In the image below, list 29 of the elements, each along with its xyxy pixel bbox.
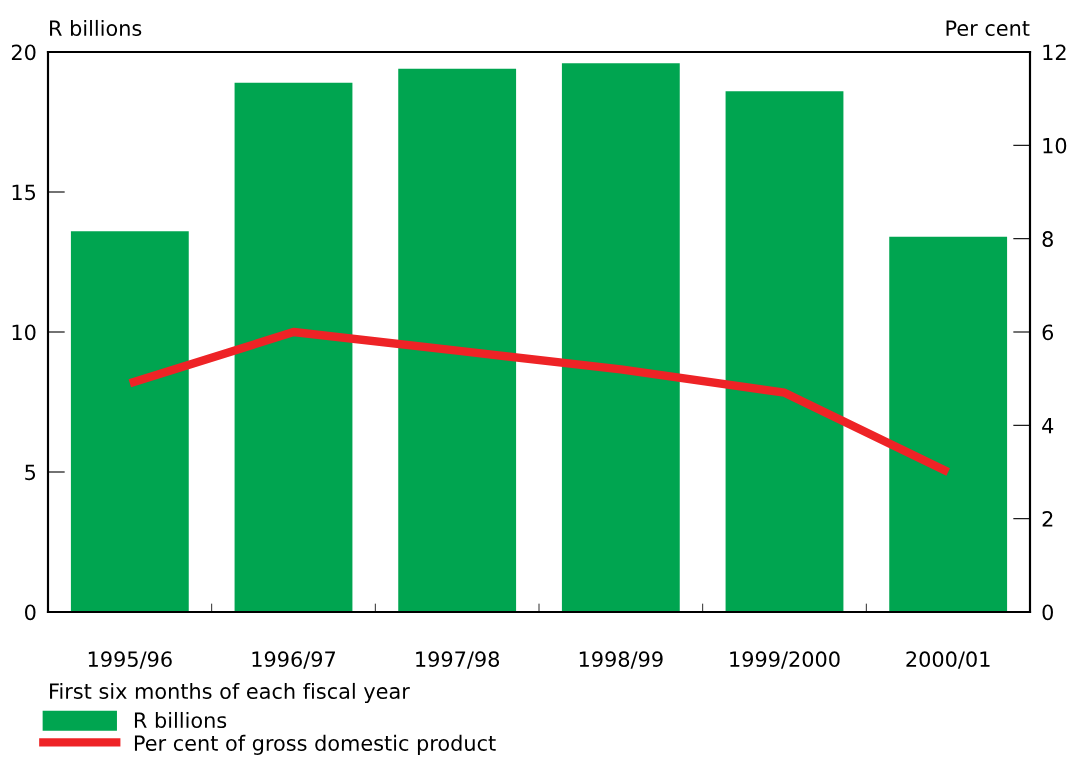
x-tick-label: 1998/99 xyxy=(579,651,663,669)
y2-tick-label: 12 xyxy=(1043,44,1066,60)
x-tick-label: 1996/97 xyxy=(252,651,335,669)
y-tick-label: 10 xyxy=(12,324,36,341)
y2-axis-title: Per cent xyxy=(946,20,1030,37)
y-axis-title: R billions xyxy=(50,19,142,37)
legend-label: R billions xyxy=(134,711,227,729)
y2-tick-label: 8 xyxy=(1042,231,1053,247)
y2-tick-label: 6 xyxy=(1042,324,1054,341)
y2-tick-label: 10 xyxy=(1043,137,1067,154)
y2-tick-label: 2 xyxy=(1042,511,1053,527)
legend-label: Per cent of gross domestic product xyxy=(134,734,496,755)
y2-tick-label: 4 xyxy=(1042,418,1054,434)
bar xyxy=(561,63,680,612)
y-tick-label: 15 xyxy=(12,184,36,201)
x-tick-label: 1999/2000 xyxy=(730,651,840,669)
y-tick-label: 0 xyxy=(25,604,36,621)
x-tick-label: 1995/96 xyxy=(88,651,172,669)
x-tick-label: 2000/01 xyxy=(906,651,990,669)
bar xyxy=(234,82,353,612)
bar xyxy=(725,91,844,612)
legend-title: First six months of each fiscal year xyxy=(50,682,410,704)
y2-tick-label: 0 xyxy=(1042,604,1053,621)
x-tick-label: 1997/98 xyxy=(416,651,500,669)
bar xyxy=(70,231,189,612)
bar xyxy=(889,236,1008,612)
y-tick-label: 20 xyxy=(11,44,36,61)
bar xyxy=(398,68,517,612)
y-tick-label: 5 xyxy=(25,464,36,481)
